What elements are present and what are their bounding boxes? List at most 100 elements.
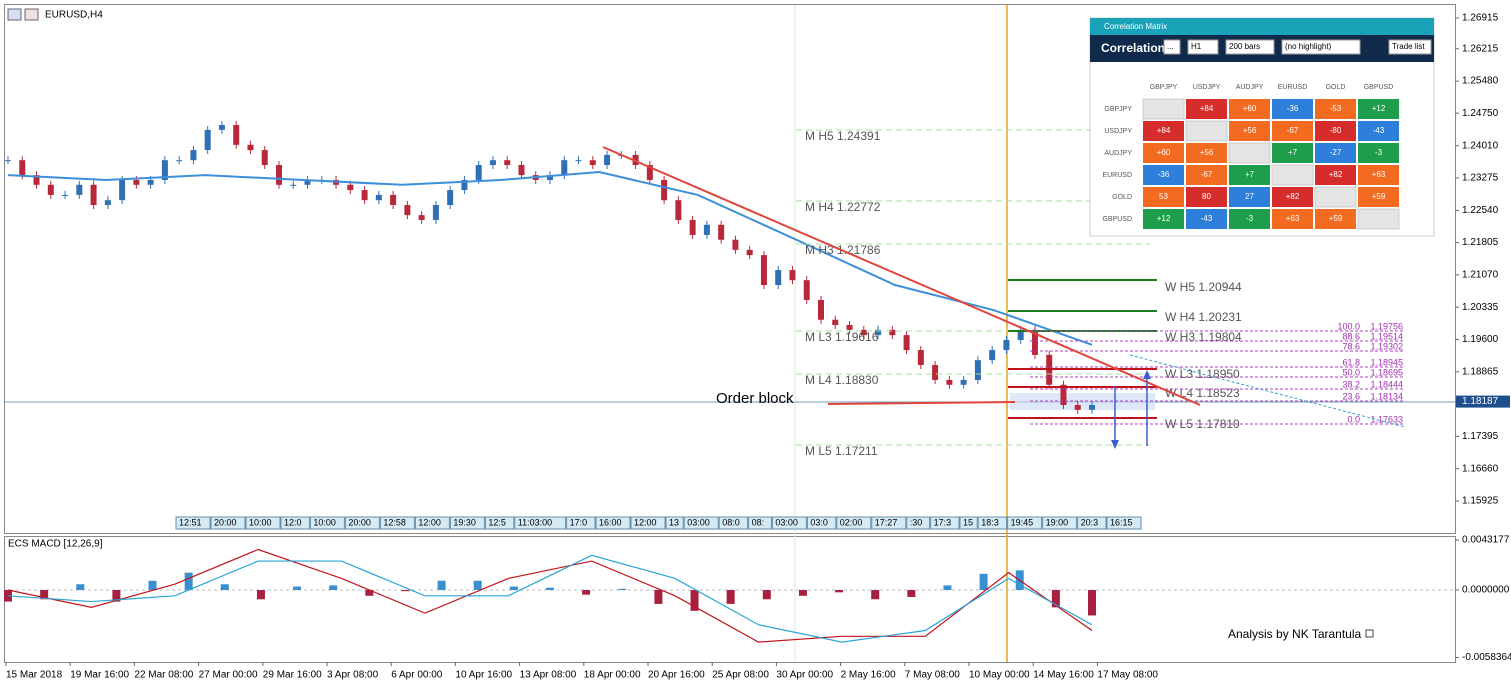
weekly-pivot-label: W H3 1.19804	[1165, 330, 1242, 344]
matrix-cell	[1315, 143, 1356, 163]
control[interactable]	[1388, 39, 1432, 55]
candle	[974, 360, 981, 380]
matrix-cell	[1272, 99, 1313, 119]
candle	[19, 160, 26, 176]
control[interactable]	[1163, 39, 1181, 55]
candle	[261, 150, 268, 166]
matrix-value: -36	[1287, 104, 1299, 113]
current-price-box	[1456, 395, 1510, 408]
column-header: GBPJPY	[1150, 84, 1178, 91]
control[interactable]	[1281, 39, 1361, 55]
row-header: USDJPY	[1104, 128, 1132, 135]
y-tick-label: 1.26215	[1462, 43, 1499, 54]
session-box	[1007, 516, 1043, 530]
diagonal-cell	[1185, 120, 1228, 142]
session-box	[280, 516, 310, 530]
fib-level: 61.8	[1342, 357, 1360, 367]
overlay-layer	[602, 146, 1406, 638]
control-label[interactable]: Trade list	[1392, 42, 1425, 51]
candle	[190, 150, 197, 161]
matrix-value: 27	[1245, 192, 1254, 201]
moving-average	[7, 171, 1093, 346]
fib-level: 0.0	[1347, 414, 1360, 424]
correlation-window: Correlation Matrix Correlation... H1 200 ba…	[1089, 17, 1435, 237]
x-tick-label: 19 Mar 16:00	[70, 670, 129, 681]
matrix-cell	[1229, 165, 1270, 185]
candle	[176, 160, 183, 162]
y-tick-label: -0.0058364	[1462, 652, 1511, 663]
diagonal-cell	[1314, 186, 1357, 208]
column-header: GOLD	[1326, 84, 1346, 91]
control[interactable]	[1225, 39, 1275, 55]
control-label[interactable]: H1	[1191, 42, 1202, 51]
macd-bar	[401, 590, 410, 592]
session-label: 12:5	[488, 517, 506, 527]
control-label[interactable]: 200 bars	[1229, 42, 1260, 51]
matrix-cell	[1143, 209, 1184, 229]
matrix-cell	[1229, 121, 1270, 141]
fib-price: 1.17633	[1370, 414, 1403, 424]
control-label[interactable]: (no highlight)	[1285, 42, 1332, 51]
candle	[62, 194, 69, 196]
candle	[789, 270, 796, 281]
control-label[interactable]: ...	[1167, 42, 1174, 51]
y-tick-label: 1.20335	[1462, 302, 1499, 313]
fib-level: 88.6	[1342, 331, 1360, 341]
matrix-value: +82	[1286, 192, 1300, 201]
candle	[447, 190, 454, 206]
row-header: GOLD	[1112, 194, 1132, 201]
matrix-value: +84	[1200, 104, 1214, 113]
matrix-value: -67	[1287, 126, 1299, 135]
candle	[218, 125, 225, 130]
column-header: EURUSD	[1278, 84, 1308, 91]
x-tick-label: 3 Apr 08:00	[327, 670, 379, 681]
candle	[518, 165, 525, 176]
x-tick-label: 25 Apr 08:00	[712, 670, 769, 681]
session-label: 19:45	[1011, 517, 1034, 527]
matrix-cell	[1358, 165, 1399, 185]
fib-level: 50.0	[1342, 367, 1360, 377]
macd-bar	[1088, 590, 1096, 616]
matrix-cell	[1143, 165, 1184, 185]
candle	[461, 179, 468, 191]
x-tick-label: 10 May 00:00	[969, 670, 1030, 681]
candle	[632, 154, 639, 166]
matrix-value: -43	[1201, 214, 1213, 223]
session-label: 08:0	[722, 517, 740, 527]
macd-bar	[473, 580, 482, 591]
fib-price: 1.18444	[1370, 379, 1403, 389]
matrix-cell	[1315, 209, 1356, 229]
control[interactable]	[1187, 39, 1219, 55]
session-label: 03:00	[775, 517, 798, 527]
session-label: 03:0	[810, 517, 828, 527]
matrix-cell	[1315, 99, 1356, 119]
x-tick-label: 27 Mar 00:00	[199, 670, 258, 681]
diagonal-cell	[1357, 208, 1400, 230]
session-box	[959, 516, 978, 530]
session-label: 11:03:00	[518, 517, 552, 527]
session-box	[806, 516, 837, 530]
matrix-cell	[1358, 187, 1399, 207]
macd-bar	[1051, 590, 1060, 608]
x-tick-label: 7 May 08:00	[905, 670, 960, 681]
matrix-value: +82	[1329, 170, 1343, 179]
weekly-pivot-label: W L4 1.18523	[1165, 386, 1240, 400]
matrix-value: +7	[1288, 148, 1298, 157]
candle	[860, 329, 867, 336]
macd-bar	[871, 590, 880, 600]
candle	[204, 129, 211, 151]
matrix-cell	[1315, 165, 1356, 185]
session-box	[665, 516, 684, 530]
row-header: GBPUSD	[1102, 216, 1132, 223]
session-label: 17:3	[934, 517, 952, 527]
window-title: Correlation Matrix	[1104, 22, 1167, 31]
y-tick-label: 1.24750	[1462, 108, 1499, 119]
candle	[775, 270, 782, 286]
candle	[133, 179, 140, 185]
session-label: 20:00	[348, 517, 371, 527]
session-label: 13	[669, 517, 679, 527]
macd-bar	[979, 573, 988, 591]
y-tick-label: 1.15925	[1462, 496, 1499, 507]
candle	[846, 324, 853, 330]
macd-bar	[184, 572, 193, 591]
